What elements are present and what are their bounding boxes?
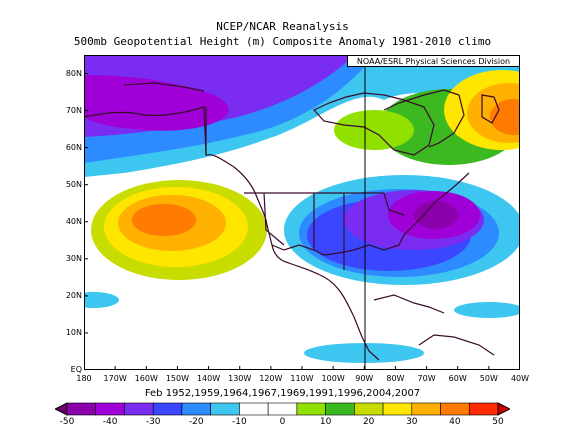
colorbar-min-arrow bbox=[55, 402, 68, 416]
colorbar-swatch bbox=[181, 402, 211, 416]
colorbar-swatch bbox=[354, 402, 384, 416]
lat-label: EQ bbox=[70, 365, 82, 374]
colorbar-tick-label: 0 bbox=[279, 417, 286, 427]
lat-label: 60N bbox=[65, 142, 82, 152]
colorbar-tick-label: 10 bbox=[319, 417, 332, 427]
lon-label: 110W bbox=[290, 374, 314, 383]
lon-label: 100W bbox=[321, 374, 345, 383]
lon-label: 150W bbox=[165, 374, 190, 383]
anomaly-map bbox=[84, 55, 520, 370]
lat-label: 10N bbox=[65, 327, 82, 337]
colorbar-swatch bbox=[411, 402, 441, 416]
lat-label: 70N bbox=[65, 105, 82, 115]
colorbar-swatch bbox=[239, 402, 269, 416]
colorbar-swatch bbox=[66, 402, 97, 416]
colorbar-swatch bbox=[468, 402, 499, 416]
chart-title: NCEP/NCAR Reanalysis bbox=[216, 20, 349, 33]
lon-label: 130W bbox=[228, 374, 252, 383]
lon-label: 40W bbox=[510, 374, 530, 383]
colorbar-swatch bbox=[382, 402, 413, 416]
lat-label: 20N bbox=[65, 290, 82, 300]
composite-caption: Feb 1952,1959,1964,1967,1969,1991,1996,2… bbox=[144, 388, 421, 399]
lon-label: 120W bbox=[259, 374, 283, 383]
coastlines bbox=[84, 82, 500, 361]
credit-label: NOAA/ESRL Physical Sciences Division bbox=[347, 55, 520, 67]
anomaly-field bbox=[84, 55, 520, 363]
colorbar-tick-label: -30 bbox=[145, 417, 161, 427]
colorbar bbox=[55, 402, 510, 416]
colorbar-swatch bbox=[325, 402, 355, 416]
colorbar-swatch bbox=[124, 402, 154, 416]
colorbar-swatch bbox=[152, 402, 183, 416]
lon-label: 70W bbox=[417, 374, 436, 383]
colorbar-tick-label: 50 bbox=[492, 417, 504, 427]
axis-ticks bbox=[84, 73, 520, 370]
colorbar-tick-label: -10 bbox=[232, 417, 247, 427]
colorbar-swatch bbox=[210, 402, 240, 416]
lon-label: 90W bbox=[355, 374, 374, 383]
colorbar-swatch bbox=[296, 402, 326, 416]
colorbar-swatch bbox=[440, 402, 470, 416]
lat-label: 50N bbox=[65, 179, 82, 189]
colorbar-tick-label: -50 bbox=[59, 417, 75, 427]
lon-label: 50W bbox=[479, 374, 498, 383]
lon-label: 80W bbox=[386, 374, 405, 383]
colorbar-swatch bbox=[267, 402, 298, 416]
colorbar-tick-label: -40 bbox=[102, 417, 118, 427]
colorbar-tick-label: 40 bbox=[449, 417, 461, 427]
chart-subtitle: 500mb Geopotential Height (m) Composite … bbox=[73, 35, 492, 48]
colorbar-tick-label: 30 bbox=[406, 417, 418, 427]
lat-label: 30N bbox=[65, 253, 82, 263]
colorbar-tick-label: -20 bbox=[188, 417, 204, 427]
colorbar-max-arrow bbox=[497, 402, 510, 416]
colorbar-tick-label: 20 bbox=[362, 417, 375, 427]
lon-label: 180 bbox=[76, 374, 92, 383]
lon-label: 170W bbox=[103, 374, 127, 383]
lon-label: 140W bbox=[196, 374, 221, 383]
lon-label: 60W bbox=[448, 374, 467, 383]
colorbar-swatch bbox=[95, 402, 125, 416]
lon-label: 160W bbox=[134, 374, 158, 383]
lat-label: 40N bbox=[65, 216, 82, 226]
lat-label: 80N bbox=[65, 68, 82, 78]
